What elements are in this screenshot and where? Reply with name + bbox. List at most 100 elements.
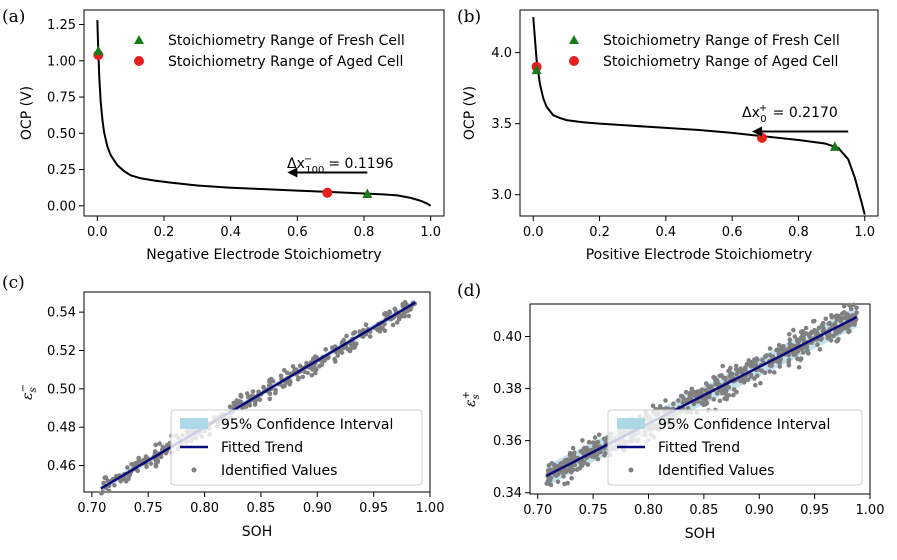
identified-value-point — [367, 334, 373, 339]
identified-value-point — [238, 392, 243, 398]
identified-value-point — [825, 333, 830, 338]
identified-value-point — [252, 402, 258, 407]
identified-value-point — [767, 369, 773, 374]
x-tick-label: 0.8 — [788, 225, 809, 240]
x-tick-label: 0.4 — [656, 225, 677, 240]
identified-value-point — [351, 341, 357, 346]
y-axis-label-b: OCP (V) — [462, 86, 478, 140]
identified-value-point — [312, 370, 318, 376]
identified-value-point — [793, 352, 798, 357]
y-tick-label: 1.00 — [47, 54, 76, 69]
identified-value-point — [394, 320, 400, 325]
identified-value-point — [101, 480, 106, 486]
identified-value-point — [829, 314, 834, 320]
identified-value-point — [158, 454, 164, 460]
identified-value-point — [383, 310, 388, 316]
identified-value-point — [377, 329, 383, 334]
identified-value-point — [831, 333, 836, 339]
x-tick-label: 0.95 — [359, 501, 388, 516]
delta-label-a: Δx− 100 = 0.1196 — [287, 154, 394, 176]
x-tick-label: 0.75 — [134, 501, 163, 516]
legend-fresh-label-b: Stoichiometry Range of Fresh Cell — [603, 33, 840, 49]
identified-value-point — [767, 346, 773, 351]
fresh-cell-marker — [531, 64, 542, 75]
legend-ci-swatch-d — [617, 418, 645, 429]
legend-fresh-marker-b — [569, 35, 579, 44]
plot-frame-c — [83, 291, 431, 493]
legend-fresh-marker-a — [134, 35, 144, 44]
identified-value-point — [801, 329, 806, 335]
identified-value-point — [250, 389, 256, 394]
identified-value-point — [777, 347, 782, 352]
identified-value-point — [695, 390, 701, 396]
identified-value-point — [297, 363, 303, 369]
identified-value-point — [676, 398, 681, 403]
identified-value-point — [548, 475, 554, 481]
identified-value-point — [231, 400, 236, 406]
x-tick-label: 0.95 — [800, 503, 829, 518]
identified-value-point — [749, 359, 754, 365]
legend-aged-marker-b — [569, 56, 579, 66]
identified-value-point — [703, 388, 708, 393]
identified-value-point — [772, 370, 777, 375]
x-tick-label: 0.70 — [77, 501, 106, 516]
x-tick-label: 0.2 — [589, 225, 610, 240]
identified-value-point — [713, 382, 718, 387]
identified-value-point — [748, 374, 754, 379]
identified-value-point — [562, 481, 567, 487]
identified-value-point — [561, 474, 566, 479]
x-ticks-d: 0.70 0.75 0.80 0.85 0.90 0.95 1.00 — [523, 494, 884, 518]
legend-a: Stoichiometry Range of Fresh Cell Stoich… — [134, 33, 405, 70]
identified-value-point — [552, 465, 558, 470]
identified-value-point — [155, 458, 160, 463]
identified-value-point — [738, 366, 743, 372]
y-tick-label: 0.52 — [47, 344, 76, 359]
identified-value-point — [850, 313, 856, 318]
y-tick-label: 3.0 — [491, 188, 512, 203]
legend-aged-label-b: Stoichiometry Range of Aged Cell — [603, 54, 838, 70]
identified-value-point — [589, 454, 594, 459]
identified-value-point — [699, 387, 705, 393]
identified-value-point — [817, 347, 823, 352]
identified-value-point — [854, 305, 859, 311]
panel-label-a: (a) — [2, 7, 25, 27]
identified-value-point — [717, 398, 723, 404]
legend-points-label-d: Identified Values — [658, 463, 774, 479]
identified-value-point — [826, 321, 832, 327]
identified-value-point — [243, 404, 249, 409]
identified-value-point — [284, 370, 290, 376]
y-tick-label: 0.34 — [493, 486, 522, 501]
identified-value-point — [545, 481, 550, 486]
x-tick-label: 1.00 — [416, 501, 445, 516]
identified-value-point — [791, 327, 796, 333]
fitted-trend-c — [100, 301, 416, 490]
identified-value-point — [295, 376, 301, 382]
identified-value-point — [787, 341, 793, 346]
legend-box-d — [607, 409, 863, 486]
x-tick-label: 0.85 — [246, 501, 275, 516]
legend-fit-label-d: Fitted Trend — [658, 440, 740, 456]
identified-value-point — [363, 322, 369, 328]
identified-value-point — [748, 363, 754, 369]
identified-value-point — [247, 403, 253, 408]
identified-value-point — [103, 475, 109, 480]
identified-value-point — [338, 348, 344, 353]
markers-b — [531, 61, 840, 151]
identified-value-point — [148, 461, 154, 466]
identified-value-point — [380, 326, 386, 331]
identified-value-point — [685, 405, 691, 411]
delta-annotation-b: Δx+ 0 = 0.2170 — [742, 103, 849, 137]
identified-value-point — [762, 370, 768, 376]
x-tick-label: 0.70 — [523, 503, 552, 518]
y-label-sup-d: + — [461, 391, 472, 399]
fresh-cell-marker — [362, 188, 373, 199]
identified-value-point — [595, 456, 601, 462]
legend-ci-label-c: 95% Confidence Interval — [221, 417, 393, 433]
identified-value-point — [717, 373, 722, 379]
y-tick-label: 0.00 — [47, 199, 76, 214]
panel-c: (c) 0.70 0.75 0.80 0.85 0.90 0.95 1.00 0.460.4… — [2, 273, 444, 540]
identified-value-point — [752, 376, 757, 381]
x-axis-label-d: SOH — [685, 526, 715, 542]
y-tick-label: 0.54 — [47, 306, 76, 321]
